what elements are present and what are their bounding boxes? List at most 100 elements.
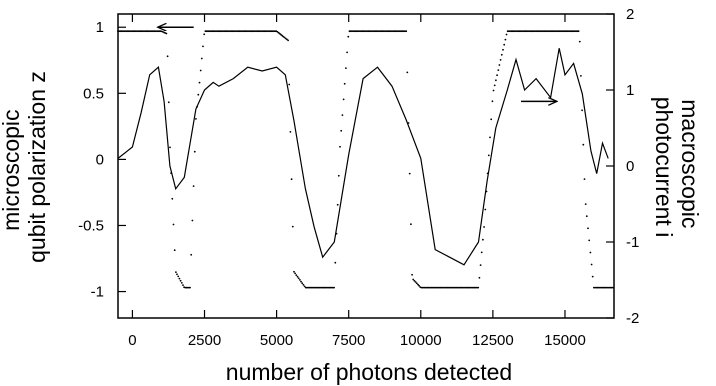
polarization-point <box>584 178 586 180</box>
polarization-point <box>294 273 296 275</box>
polarization-point <box>477 287 479 289</box>
polarization-point <box>300 281 302 283</box>
polarization-point <box>199 82 201 84</box>
left-y-axis-title: microscopic qubit polarization z <box>0 71 50 263</box>
polarization-point <box>490 118 492 120</box>
plot-frame <box>118 14 614 318</box>
polarization-point <box>334 262 336 264</box>
polarization-point <box>480 264 482 266</box>
polarization-point <box>484 209 486 211</box>
photocurrent-line-series <box>118 48 608 265</box>
polarization-point <box>197 94 199 96</box>
polarization-point <box>502 49 504 51</box>
left-y-tick-label: 0.5 <box>83 85 104 102</box>
polarization-point <box>179 278 181 280</box>
polarization-point <box>500 59 502 61</box>
polarization-point <box>174 249 176 251</box>
polarization-point <box>344 83 346 85</box>
polarization-point <box>586 215 588 217</box>
polarization-point <box>337 204 339 206</box>
polarization-point <box>201 58 203 60</box>
polarization-point <box>192 220 194 222</box>
polarization-point <box>497 69 499 71</box>
polarization-point <box>182 284 184 286</box>
polarization-point <box>483 226 485 228</box>
polarization-dotted-series <box>117 30 614 288</box>
right-y-axis-title: macroscopic photocurrent i <box>651 97 703 238</box>
polarization-point <box>291 178 293 180</box>
polarization-point <box>200 70 202 72</box>
polarization-point <box>202 46 204 48</box>
polarization-point <box>479 277 481 279</box>
polarization-point <box>203 33 205 35</box>
polarization-point <box>168 101 170 103</box>
polarization-point <box>299 279 301 281</box>
polarization-point <box>588 240 590 242</box>
right-y-tick-label: 0 <box>626 158 634 175</box>
polarization-point <box>506 34 508 36</box>
polarization-point <box>169 147 171 149</box>
right-y-tick-label: -2 <box>626 310 639 327</box>
polarization-point <box>489 137 491 139</box>
polarization-point <box>298 277 300 279</box>
polarization-point <box>488 155 490 157</box>
polarization-point <box>339 146 341 148</box>
polarization-point <box>301 282 303 284</box>
right-y-axis-title-line-2: photocurrent i <box>651 97 677 238</box>
polarization-point <box>499 64 501 66</box>
left-y-axis-ticks: -1 -0.5 0 0.5 1 <box>78 19 126 300</box>
polarization-point <box>181 282 183 284</box>
polarization-point <box>340 130 342 132</box>
polarization-point <box>338 175 340 177</box>
polarization-point <box>591 264 593 266</box>
polarization-point <box>195 118 197 120</box>
polarization-point <box>166 33 168 35</box>
polarization-point <box>482 239 484 241</box>
right-y-axis-title-line-1: macroscopic <box>677 99 703 228</box>
polarization-point <box>167 55 169 57</box>
left-y-axis-title-line-2: qubit polarization z <box>24 71 50 263</box>
polarization-point <box>494 85 496 87</box>
x-tick-label: 7500 <box>332 332 365 349</box>
x-tick-label: 12500 <box>472 332 514 349</box>
right-y-tick-label: 2 <box>626 6 634 23</box>
x-tick-label: 2500 <box>188 332 221 349</box>
polarization-point <box>406 72 408 74</box>
polarization-point <box>405 30 407 32</box>
polarization-point <box>493 90 495 92</box>
x-tick-label: 10000 <box>400 332 442 349</box>
polarization-point <box>173 224 175 226</box>
polarization-point <box>410 223 412 225</box>
polarization-point <box>297 276 299 278</box>
polarization-point <box>303 284 305 286</box>
x-tick-label: 15000 <box>544 332 586 349</box>
polarization-point <box>343 99 345 101</box>
polarization-point <box>590 252 592 254</box>
polarization-point <box>496 74 498 76</box>
polarization-point <box>495 79 497 81</box>
left-y-axis-title-line-1: microscopic <box>0 109 24 230</box>
polarization-point <box>347 36 349 38</box>
polarization-point <box>579 41 581 43</box>
x-axis-title: number of photons detected <box>226 359 512 385</box>
polarization-point <box>587 227 589 229</box>
polarization-point <box>180 280 182 282</box>
polarization-point <box>505 39 507 41</box>
polarization-point <box>190 254 192 256</box>
polarization-point <box>411 274 413 276</box>
polarization-point <box>492 100 494 102</box>
polarization-point <box>346 52 348 54</box>
polarization-point <box>292 226 294 228</box>
polarization-point <box>578 30 580 32</box>
polarization-point <box>580 75 582 77</box>
left-y-tick-label: -0.5 <box>78 217 104 234</box>
polarization-point <box>189 287 191 289</box>
x-tick-label: 0 <box>128 332 136 349</box>
polarization-point <box>175 271 177 273</box>
polarization-point <box>582 144 584 146</box>
polarization-point <box>295 274 297 276</box>
left-y-tick-label: -1 <box>91 284 104 301</box>
polarization-point <box>171 198 173 200</box>
left-y-tick-label: 0 <box>96 151 104 168</box>
polarization-point <box>585 203 587 205</box>
